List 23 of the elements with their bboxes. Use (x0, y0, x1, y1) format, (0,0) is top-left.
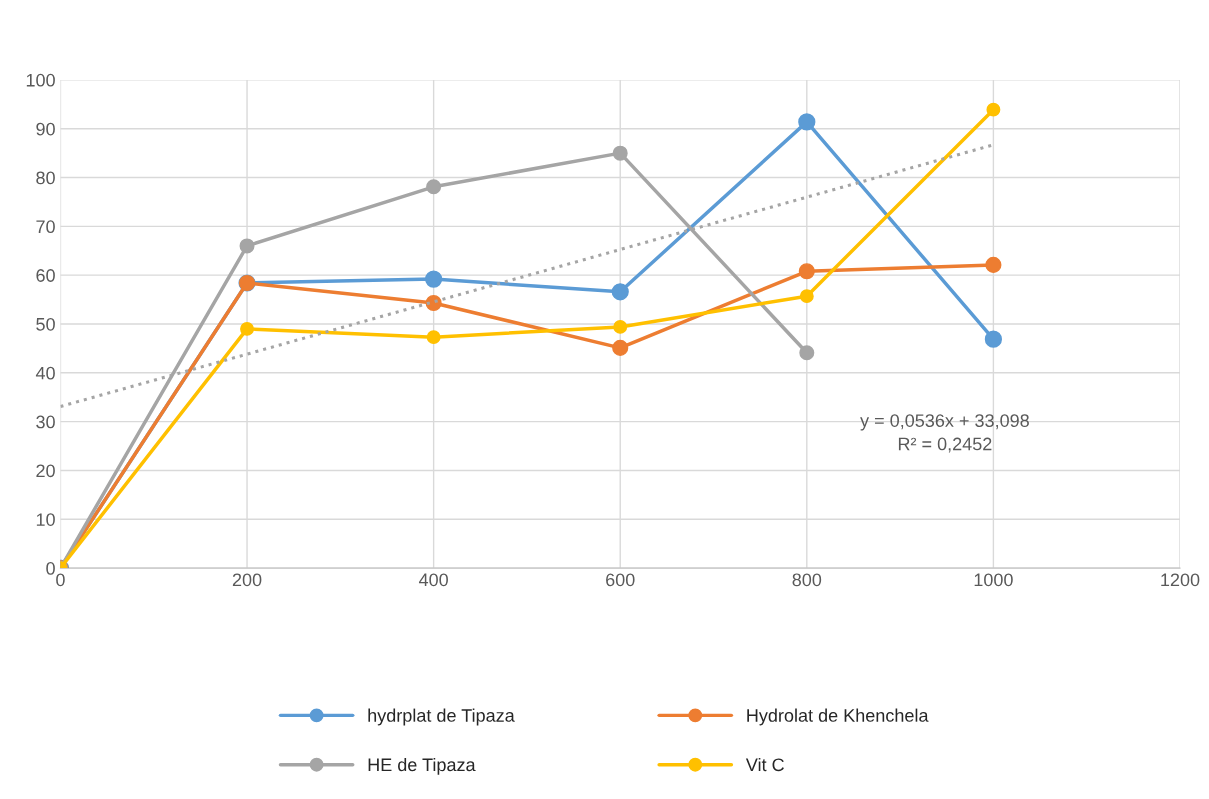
y-tick-label: 10 (36, 513, 55, 526)
y-tick-label: 80 (36, 171, 55, 185)
y-tick-label: 90 (36, 122, 55, 136)
y-tick-label: 30 (36, 415, 55, 429)
y-tick-label: 60 (36, 269, 55, 282)
x-tick-label: 0 (56, 573, 65, 587)
legend-label: Hydrolat de Khenchela (747, 708, 929, 726)
x-tick-label: 800 (792, 573, 822, 587)
x-tick-label: 1000 (974, 573, 1013, 587)
y-tick-label: 40 (35, 366, 55, 380)
x-tick-label: 600 (606, 573, 635, 587)
x-tick-label: 1200 (1161, 573, 1200, 587)
x-tick-label: 200 (232, 573, 262, 587)
x-tick-label: 400 (418, 573, 448, 587)
legend-label: HE de Tipaza (368, 757, 476, 775)
y-tick-label: 50 (36, 317, 55, 331)
legend-label: hydrplat de Tipaza (368, 708, 515, 726)
y-tick-label: 0 (46, 562, 55, 575)
y-tick-label: 70 (36, 220, 55, 234)
y-tick-label: 100 (26, 73, 55, 87)
annotation: y = 0,0536x + 33,098 R² = 0,2452 (860, 414, 1029, 453)
legend-label: Vit C (745, 757, 784, 772)
y-tick-label: 20 (36, 464, 55, 478)
